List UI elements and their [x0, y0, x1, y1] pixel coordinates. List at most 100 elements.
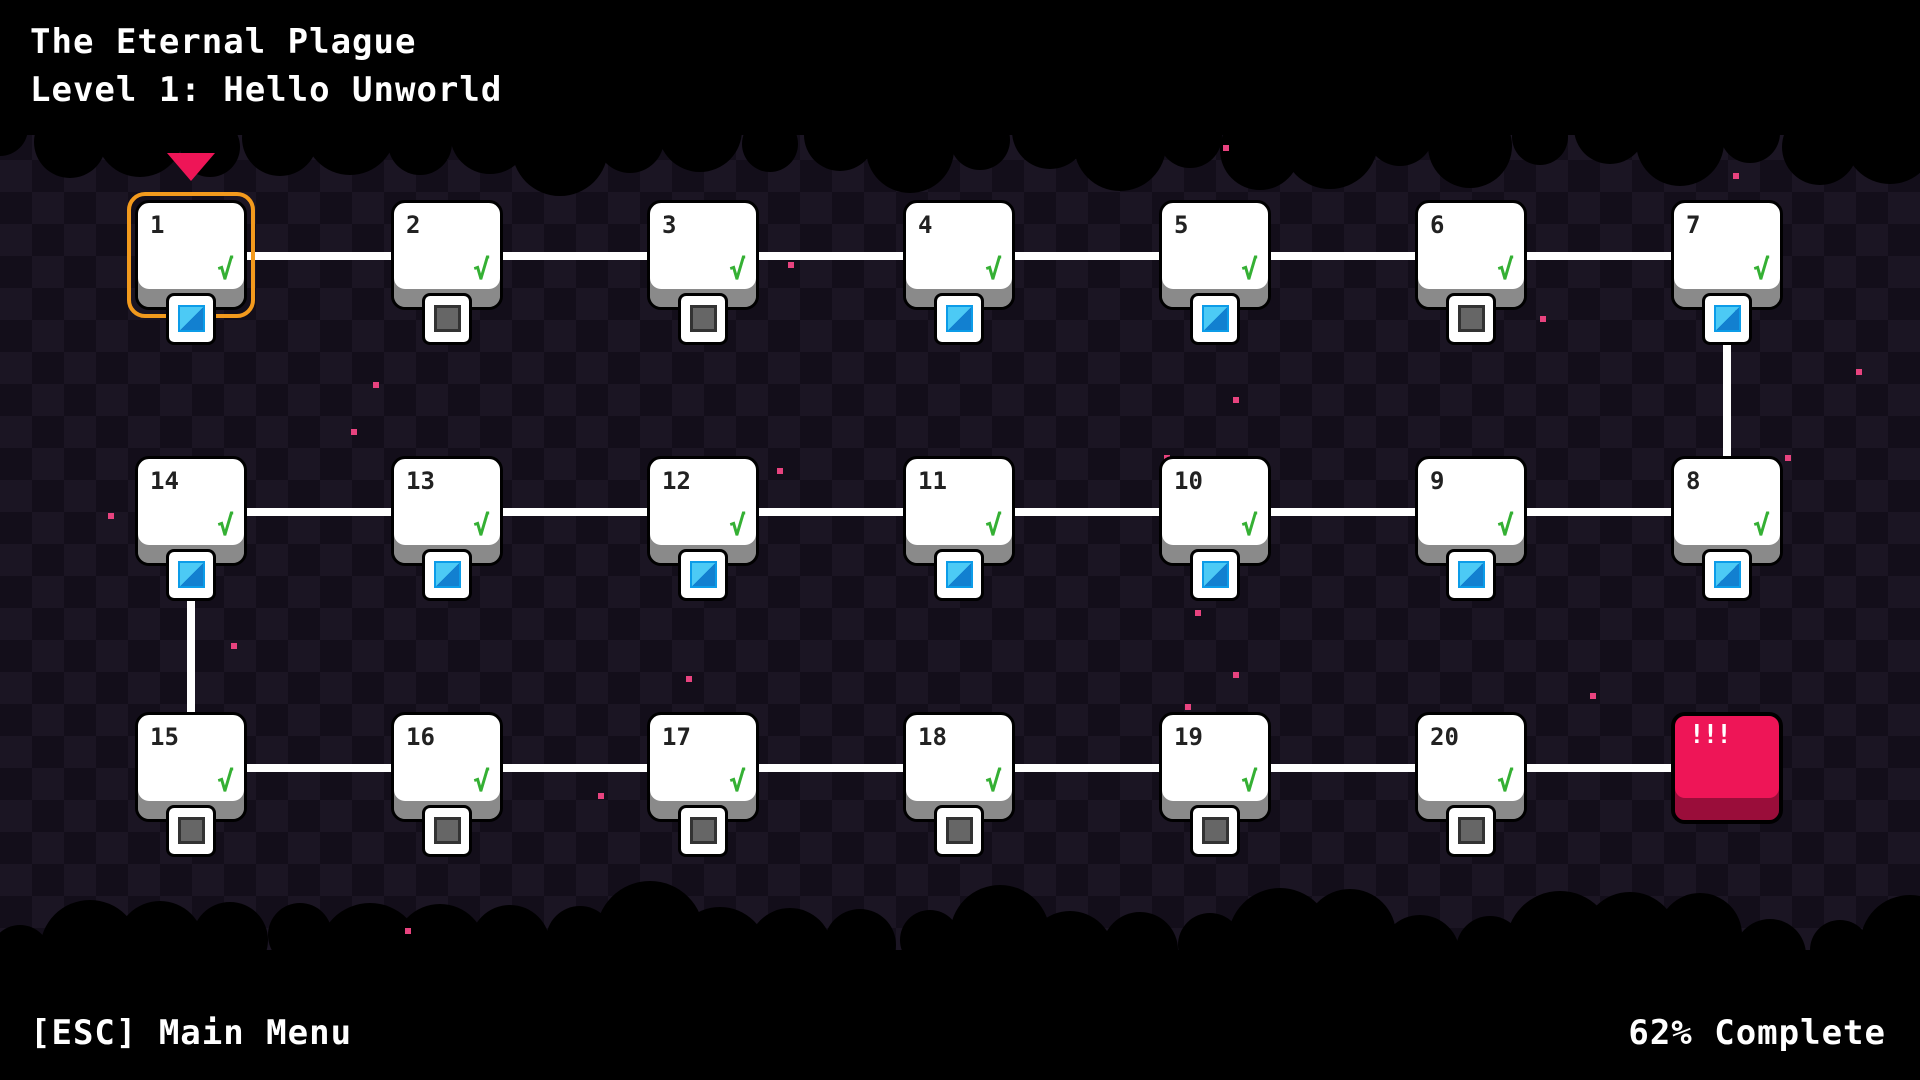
- cloud-shape: [512, 100, 608, 196]
- level-node[interactable]: 14 √: [135, 456, 247, 566]
- gem-empty-icon: [422, 293, 472, 345]
- path-connector: [759, 508, 903, 516]
- check-icon: √: [1497, 253, 1514, 286]
- path-connector: [759, 764, 903, 772]
- level-node[interactable]: 10 √: [1159, 456, 1271, 566]
- check-icon: √: [217, 765, 234, 798]
- gem-collected-icon: [934, 549, 984, 601]
- sparkle-particle: [1733, 173, 1739, 179]
- cloud-shape: [1282, 93, 1378, 189]
- level-node[interactable]: 9 √: [1415, 456, 1527, 566]
- gem-icon: [1458, 305, 1485, 332]
- sparkle-particle: [1590, 693, 1596, 699]
- path-connector: [1271, 252, 1415, 260]
- sparkle-particle: [1856, 369, 1862, 375]
- sparkle-particle: [373, 382, 379, 388]
- path-connector: [247, 252, 391, 260]
- sparkle-particle: [1540, 316, 1546, 322]
- gem-collected-icon: [166, 293, 216, 345]
- check-icon: √: [473, 253, 490, 286]
- level-node[interactable]: 17 √: [647, 712, 759, 822]
- gem-empty-icon: [934, 805, 984, 857]
- cloud-shape: [824, 909, 896, 981]
- cloud-shape: [658, 88, 742, 172]
- path-connector: [1271, 508, 1415, 516]
- check-icon: √: [1753, 509, 1770, 542]
- gem-collected-icon: [1190, 549, 1240, 601]
- path-connector: [1015, 508, 1159, 516]
- sparkle-particle: [1233, 397, 1239, 403]
- level-number: 11: [918, 467, 947, 495]
- check-icon: √: [217, 253, 234, 286]
- path-connector: [503, 508, 647, 516]
- cloud-shape: [1366, 98, 1434, 166]
- sparkle-particle: [1233, 672, 1239, 678]
- cloud-shape: [388, 111, 452, 175]
- gem-collected-icon: [934, 293, 984, 345]
- cloud-shape: [742, 116, 798, 172]
- path-connector: [247, 508, 391, 516]
- path-connector: [503, 764, 647, 772]
- gem-icon: [690, 561, 717, 588]
- level-number: 20: [1430, 723, 1459, 751]
- gem-empty-icon: [166, 805, 216, 857]
- gem-collected-icon: [1190, 293, 1240, 345]
- level-node[interactable]: 5 √: [1159, 200, 1271, 310]
- level-node[interactable]: 13 √: [391, 456, 503, 566]
- cloud-shape: [304, 83, 396, 175]
- level-number: 13: [406, 467, 435, 495]
- cloud-shape: [804, 99, 876, 171]
- sparkle-particle: [405, 928, 411, 934]
- selection-arrow-icon: [167, 153, 215, 181]
- level-number: 14: [150, 467, 179, 495]
- path-connector: [1527, 252, 1671, 260]
- gem-icon: [434, 305, 461, 332]
- gem-collected-icon: [1446, 549, 1496, 601]
- cloud-shape: [1380, 915, 1460, 995]
- level-number: 4: [918, 211, 933, 239]
- gem-empty-icon: [678, 293, 728, 345]
- progress-text: 62% Complete: [1628, 1013, 1886, 1053]
- level-number: 5: [1174, 211, 1189, 239]
- level-node[interactable]: 2 √: [391, 200, 503, 310]
- sparkle-particle: [1223, 145, 1229, 151]
- world-title: The Eternal Plague: [30, 22, 417, 62]
- check-icon: √: [985, 765, 1002, 798]
- level-node[interactable]: 6 √: [1415, 200, 1527, 310]
- cloud-shape: [1574, 92, 1646, 164]
- path-connector: [1527, 508, 1671, 516]
- cloud-shape: [116, 901, 204, 989]
- path-connector: [1723, 345, 1731, 456]
- path-connector: [247, 764, 391, 772]
- check-icon: √: [1241, 765, 1258, 798]
- level-title: Level 1: Hello Unworld: [30, 70, 503, 110]
- sparkle-particle: [108, 513, 114, 519]
- check-icon: √: [473, 509, 490, 542]
- cloud-shape: [1026, 911, 1114, 999]
- main-menu-hint[interactable]: [ESC] Main Menu: [30, 1013, 353, 1053]
- gem-empty-icon: [422, 805, 472, 857]
- cloud-shape: [1158, 104, 1222, 168]
- level-number: 16: [406, 723, 435, 751]
- gem-icon: [1714, 305, 1741, 332]
- level-node[interactable]: 20 √: [1415, 712, 1527, 822]
- boss-label: !!!: [1689, 720, 1732, 750]
- check-icon: √: [1753, 253, 1770, 286]
- gem-icon: [1202, 561, 1229, 588]
- gem-icon: [690, 817, 717, 844]
- gem-icon: [1714, 561, 1741, 588]
- check-icon: √: [1241, 509, 1258, 542]
- level-node[interactable]: 16 √: [391, 712, 503, 822]
- level-node[interactable]: 8 √: [1671, 456, 1783, 566]
- level-node[interactable]: 7 √: [1671, 200, 1783, 310]
- boss-level-node[interactable]: !!!: [1671, 712, 1783, 824]
- path-connector: [187, 601, 195, 712]
- gem-empty-icon: [1446, 293, 1496, 345]
- gem-icon: [946, 817, 973, 844]
- sparkle-particle: [1185, 704, 1191, 710]
- gem-collected-icon: [678, 549, 728, 601]
- gem-icon: [178, 305, 205, 332]
- sparkle-particle: [231, 643, 237, 649]
- sparkle-particle: [1785, 455, 1791, 461]
- level-number: 15: [150, 723, 179, 751]
